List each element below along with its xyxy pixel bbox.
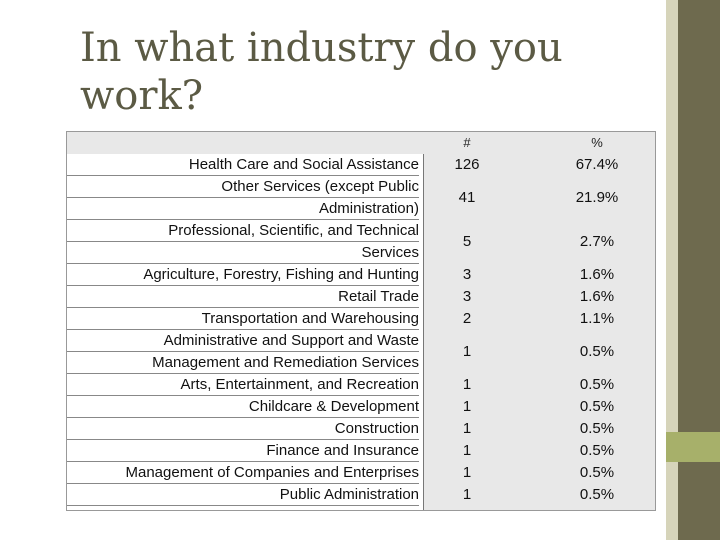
industry-label: Services bbox=[67, 242, 419, 264]
slide-title: In what industry do you work? bbox=[80, 25, 563, 119]
industry-label-column: Health Care and Social Assistance Other … bbox=[67, 154, 424, 510]
industry-label: Construction bbox=[67, 418, 419, 440]
industry-label: Administrative and Support and Waste bbox=[67, 330, 419, 352]
industry-label: Finance and Insurance bbox=[67, 440, 419, 462]
percent-cell: 21.9% bbox=[575, 189, 619, 206]
count-cell: 126 bbox=[454, 156, 480, 173]
percent-cell: 0.5% bbox=[579, 376, 615, 393]
industry-label: Professional, Scientific, and Technical bbox=[67, 220, 419, 242]
percent-cell: 0.5% bbox=[579, 343, 615, 360]
industry-label: Transportation and Warehousing bbox=[67, 308, 419, 330]
percent-header: % bbox=[591, 135, 603, 150]
industry-label: Other Services (except Public bbox=[67, 176, 419, 198]
count-cell: 1 bbox=[462, 442, 472, 459]
count-header: # bbox=[463, 135, 471, 150]
count-cell: 1 bbox=[462, 376, 472, 393]
count-cell: 2 bbox=[462, 310, 472, 327]
decorative-accent-block bbox=[666, 432, 720, 462]
percent-cell: 0.5% bbox=[579, 442, 615, 459]
industry-label: Arts, Entertainment, and Recreation bbox=[67, 374, 419, 396]
count-cell: 1 bbox=[462, 343, 472, 360]
count-cell: 5 bbox=[462, 233, 472, 250]
industry-label: Agriculture, Forestry, Fishing and Hunti… bbox=[67, 264, 419, 286]
count-cell: 1 bbox=[462, 464, 472, 481]
percent-cell: 0.5% bbox=[579, 398, 615, 415]
percent-cell: 0.5% bbox=[579, 486, 615, 503]
percent-cell: 1.1% bbox=[579, 310, 615, 327]
count-cell: 41 bbox=[458, 189, 476, 206]
count-cell: 3 bbox=[462, 288, 472, 305]
count-cell: 1 bbox=[462, 398, 472, 415]
industry-label: Retail Trade bbox=[67, 286, 419, 308]
percent-cell: 1.6% bbox=[579, 288, 615, 305]
decorative-side-stripe bbox=[666, 0, 678, 540]
industry-label: Health Care and Social Assistance bbox=[67, 154, 419, 176]
percent-cell: 67.4% bbox=[575, 156, 619, 173]
count-cell: 1 bbox=[462, 420, 472, 437]
percent-cell: 0.5% bbox=[579, 420, 615, 437]
percent-cell: 2.7% bbox=[579, 233, 615, 250]
percent-cell: 1.6% bbox=[579, 266, 615, 283]
count-cell: 3 bbox=[462, 266, 472, 283]
industry-label: Administration) bbox=[67, 198, 419, 220]
industry-label: Management and Remediation Services bbox=[67, 352, 419, 374]
industry-label: Management of Companies and Enterprises bbox=[67, 462, 419, 484]
industry-table: # % Health Care and Social Assistance Ot… bbox=[66, 131, 656, 511]
count-cell: 1 bbox=[462, 486, 472, 503]
percent-cell: 0.5% bbox=[579, 464, 615, 481]
industry-label: Public Administration bbox=[67, 484, 419, 506]
industry-label: Childcare & Development bbox=[67, 396, 419, 418]
